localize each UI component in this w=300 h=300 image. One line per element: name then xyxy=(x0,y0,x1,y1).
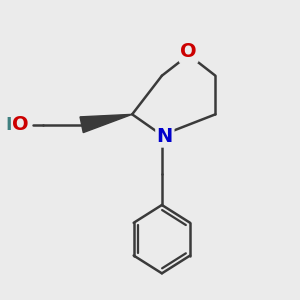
Text: N: N xyxy=(157,127,173,146)
Text: O: O xyxy=(12,115,29,134)
Text: H: H xyxy=(5,116,20,134)
Polygon shape xyxy=(80,114,132,133)
Text: O: O xyxy=(180,42,197,62)
